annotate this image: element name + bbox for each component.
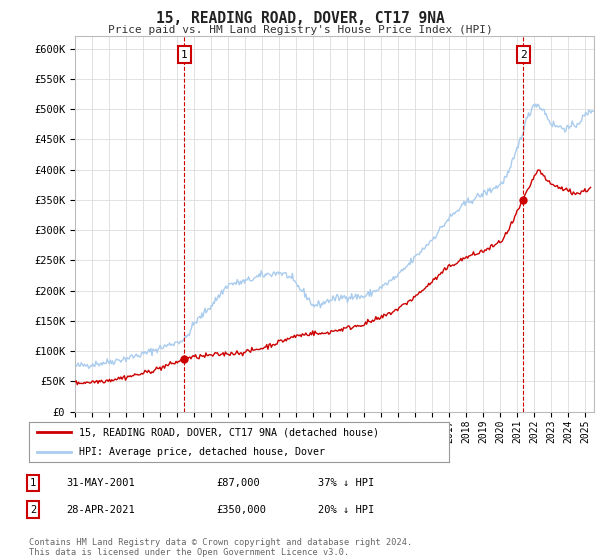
Text: 20% ↓ HPI: 20% ↓ HPI <box>318 505 374 515</box>
Text: £87,000: £87,000 <box>216 478 260 488</box>
Text: Contains HM Land Registry data © Crown copyright and database right 2024.
This d: Contains HM Land Registry data © Crown c… <box>29 538 412 557</box>
Text: 1: 1 <box>30 478 36 488</box>
Text: 1: 1 <box>181 49 188 59</box>
Text: HPI: Average price, detached house, Dover: HPI: Average price, detached house, Dove… <box>79 446 325 456</box>
Text: 31-MAY-2001: 31-MAY-2001 <box>66 478 135 488</box>
Text: Price paid vs. HM Land Registry's House Price Index (HPI): Price paid vs. HM Land Registry's House … <box>107 25 493 35</box>
Text: 15, READING ROAD, DOVER, CT17 9NA (detached house): 15, READING ROAD, DOVER, CT17 9NA (detac… <box>79 427 379 437</box>
Text: 37% ↓ HPI: 37% ↓ HPI <box>318 478 374 488</box>
Text: £350,000: £350,000 <box>216 505 266 515</box>
Text: 28-APR-2021: 28-APR-2021 <box>66 505 135 515</box>
Text: 2: 2 <box>520 49 526 59</box>
Text: 15, READING ROAD, DOVER, CT17 9NA: 15, READING ROAD, DOVER, CT17 9NA <box>155 11 445 26</box>
Text: 2: 2 <box>30 505 36 515</box>
